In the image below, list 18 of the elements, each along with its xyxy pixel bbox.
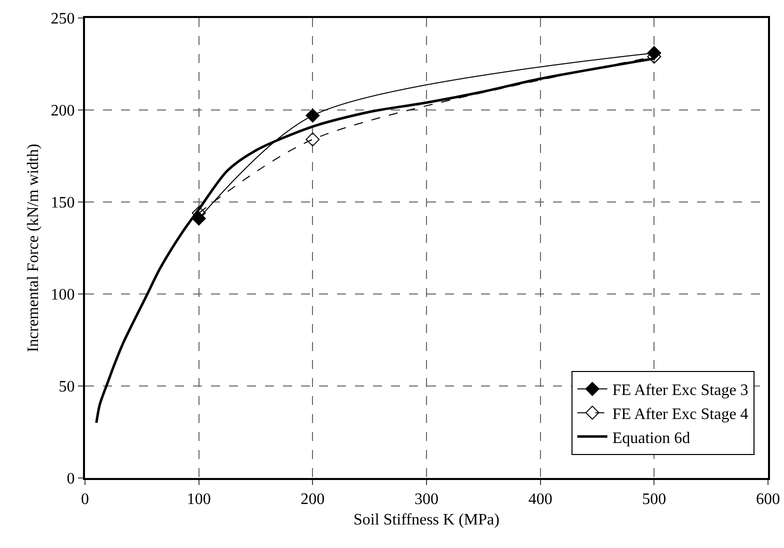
legend-label: Equation 6d	[612, 430, 690, 447]
y-axis-title: Incremental Force (kN/m width)	[25, 144, 42, 352]
x-tick-label: 200	[300, 491, 325, 508]
y-tick-label: 100	[50, 286, 75, 304]
y-tick-label: 0	[66, 470, 75, 488]
x-tick-label: 600	[756, 491, 780, 508]
y-tick-label: 150	[50, 194, 75, 212]
x-tick-label: 300	[414, 491, 438, 508]
legend-label: FE After Exc Stage 4	[612, 406, 748, 423]
x-tick-label: 0	[81, 491, 89, 508]
y-tick-label: 200	[50, 102, 75, 120]
x-tick-label: 100	[186, 491, 211, 508]
y-tick-label: 50	[58, 378, 75, 396]
x-tick-label: 400	[528, 491, 552, 508]
x-tick-label: 500	[642, 491, 666, 508]
legend-label: FE After Exc Stage 3	[612, 382, 748, 400]
x-axis-title: Soil Stiffness K (MPa)	[354, 511, 500, 528]
y-tick-label: 250	[50, 10, 75, 28]
